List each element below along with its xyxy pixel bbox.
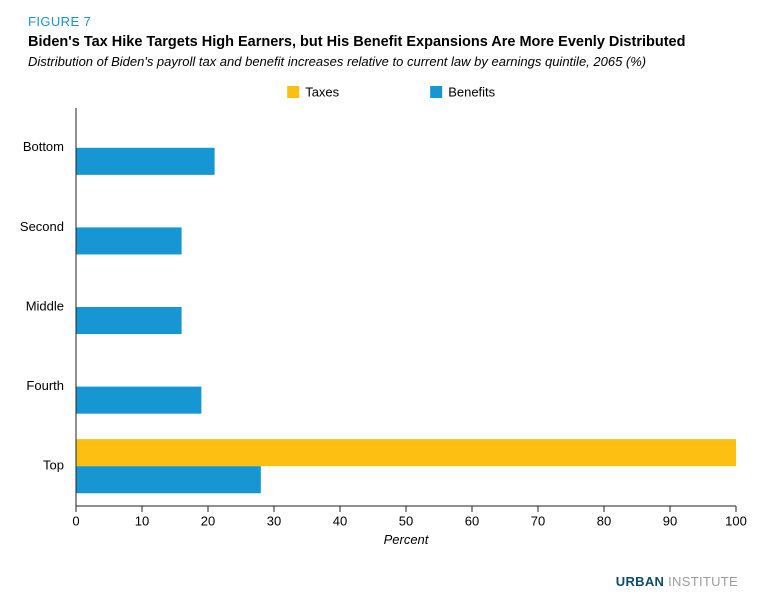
x-tick-label: 30 xyxy=(267,514,281,529)
bar xyxy=(76,227,182,254)
x-axis-label: Percent xyxy=(384,532,430,547)
bar xyxy=(76,466,261,493)
bar xyxy=(76,307,182,334)
legend-swatch xyxy=(287,86,299,98)
x-tick-label: 90 xyxy=(663,514,677,529)
chart-area: Taxes Benefits Bottom Second Middle Fourth Top… xyxy=(0,78,768,558)
x-tick-label: 50 xyxy=(399,514,413,529)
bar xyxy=(76,148,215,175)
x-tick-label: 10 xyxy=(135,514,149,529)
figure-title: Biden's Tax Hike Targets High Earners, b… xyxy=(28,34,685,50)
figure-subtitle: Distribution of Biden's payroll tax and … xyxy=(28,54,646,69)
bar xyxy=(76,439,736,466)
legend-swatch xyxy=(430,86,442,98)
y-tick-label: Top xyxy=(43,458,64,473)
legend-label: Taxes xyxy=(305,84,339,99)
legend-label: Benefits xyxy=(448,84,495,99)
y-tick-label: Bottom xyxy=(23,139,64,154)
x-tick-label: 80 xyxy=(597,514,611,529)
x-tick-label: 60 xyxy=(465,514,479,529)
bar xyxy=(76,387,201,414)
y-tick-label: Fourth xyxy=(26,378,64,393)
x-tick-label: 100 xyxy=(725,514,747,529)
footer-brand: URBAN INSTITUTE xyxy=(616,574,738,589)
bar-chart: Taxes Benefits Bottom Second Middle Fourth Top… xyxy=(0,78,768,558)
x-tick-label: 20 xyxy=(201,514,215,529)
x-tick-label: 40 xyxy=(333,514,347,529)
y-tick-label: Second xyxy=(20,219,64,234)
footer-brand-bold: URBAN xyxy=(616,574,664,589)
figure-label: FIGURE 7 xyxy=(28,14,91,29)
footer-brand-light: INSTITUTE xyxy=(664,574,738,589)
x-tick-label: 70 xyxy=(531,514,545,529)
x-tick-label: 0 xyxy=(72,514,79,529)
y-tick-label: Middle xyxy=(26,298,64,313)
